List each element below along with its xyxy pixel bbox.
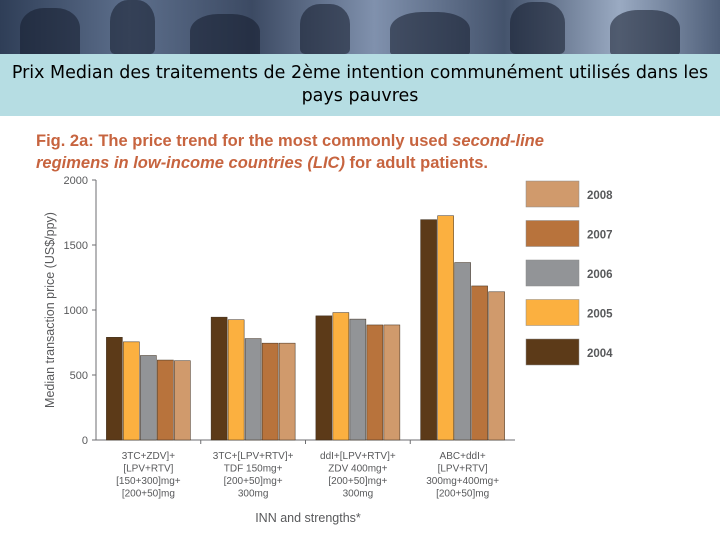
legend-label-2005: 2005 (587, 309, 613, 321)
legend-swatch-2004 (525, 338, 580, 366)
bar-2006-4 (454, 262, 471, 441)
header-banner-photo (0, 0, 720, 54)
y-tick-label: 0 (82, 435, 88, 447)
figure-title-line2-italic: regimens in low-income countries (LIC) (36, 154, 345, 172)
bar-2008-4 (488, 291, 505, 441)
figure-title-prefix: Fig. 2a: The price trend for the most co… (36, 132, 453, 150)
y-tick-label: 1000 (64, 305, 88, 317)
figure-title-line2-rest: for adult patients. (344, 154, 488, 172)
x-category-label: 3TC+[LPV+RTV]+ (213, 451, 294, 462)
x-category-label: 300mg+400mg+ (426, 476, 499, 487)
slide-title-band: Prix Median des traitements de 2ème inte… (0, 54, 720, 116)
x-category-label: 3TC+ZDV]+ (122, 451, 176, 462)
legend-swatch-2008 (525, 180, 580, 208)
legend-swatch-2007 (525, 220, 580, 247)
figure-title-italic1: second-line (452, 132, 544, 150)
bar-2007-4 (471, 285, 488, 441)
x-category-label: [200+50]mg (122, 489, 175, 500)
bar-2005-2 (227, 319, 245, 441)
bar-2005-3 (332, 312, 350, 441)
bar-2004-3 (315, 315, 333, 441)
x-category-label: 300mg (238, 489, 269, 500)
figure-title: Fig. 2a: The price trend for the most co… (36, 130, 544, 174)
bar-2004-2 (210, 316, 228, 441)
x-category-label: [200+50]mg+ (328, 476, 387, 487)
bar-2008-3 (383, 324, 401, 441)
bar-2004-4 (420, 219, 437, 441)
bar-2005-1 (123, 341, 140, 441)
bar-2004-1 (106, 337, 123, 441)
x-category-label: ZDV 400mg+ (328, 464, 387, 475)
y-axis-label: Median transaction price (US$/ppy) (43, 212, 57, 408)
y-tick-label: 1500 (64, 240, 88, 252)
x-axis-label: INN and strengths* (255, 511, 361, 525)
x-category-label: [200+50]mg+ (224, 476, 283, 487)
x-category-label: TDF 150mg+ (224, 464, 283, 475)
legend-label-2008: 2008 (587, 190, 613, 202)
bar-2007-3 (366, 324, 384, 441)
bar-2008-1 (174, 360, 191, 441)
x-category-label: [150+300]mg+ (116, 476, 181, 487)
x-category-label: [LPV+RTV] (438, 464, 488, 475)
bar-2006-2 (244, 338, 262, 441)
legend-label-2004: 2004 (587, 348, 613, 360)
x-category-label: 300mg (343, 489, 374, 500)
x-category-label: ddI+[LPV+RTV]+ (320, 451, 396, 462)
bar-2005-4 (437, 215, 454, 441)
x-category-label: [200+50]mg (436, 489, 489, 500)
bar-2006-3 (349, 318, 367, 441)
legend-swatch-2005 (525, 299, 580, 326)
legend-label-2007: 2007 (587, 230, 613, 242)
bar-2007-2 (261, 342, 279, 441)
x-category-label: [LPV+RTV] (123, 464, 173, 475)
y-tick-label: 500 (70, 370, 88, 382)
legend-label-2006: 2006 (587, 269, 613, 281)
y-tick-label: 2000 (64, 175, 88, 187)
bar-2007-1 (157, 359, 174, 441)
bar-2006-1 (140, 355, 157, 441)
legend-swatch-2006 (525, 259, 580, 287)
x-category-label: ABC+ddI+ (440, 451, 486, 462)
bar-2008-2 (278, 342, 296, 441)
slide-title: Prix Median des traitements de 2ème inte… (11, 63, 709, 106)
